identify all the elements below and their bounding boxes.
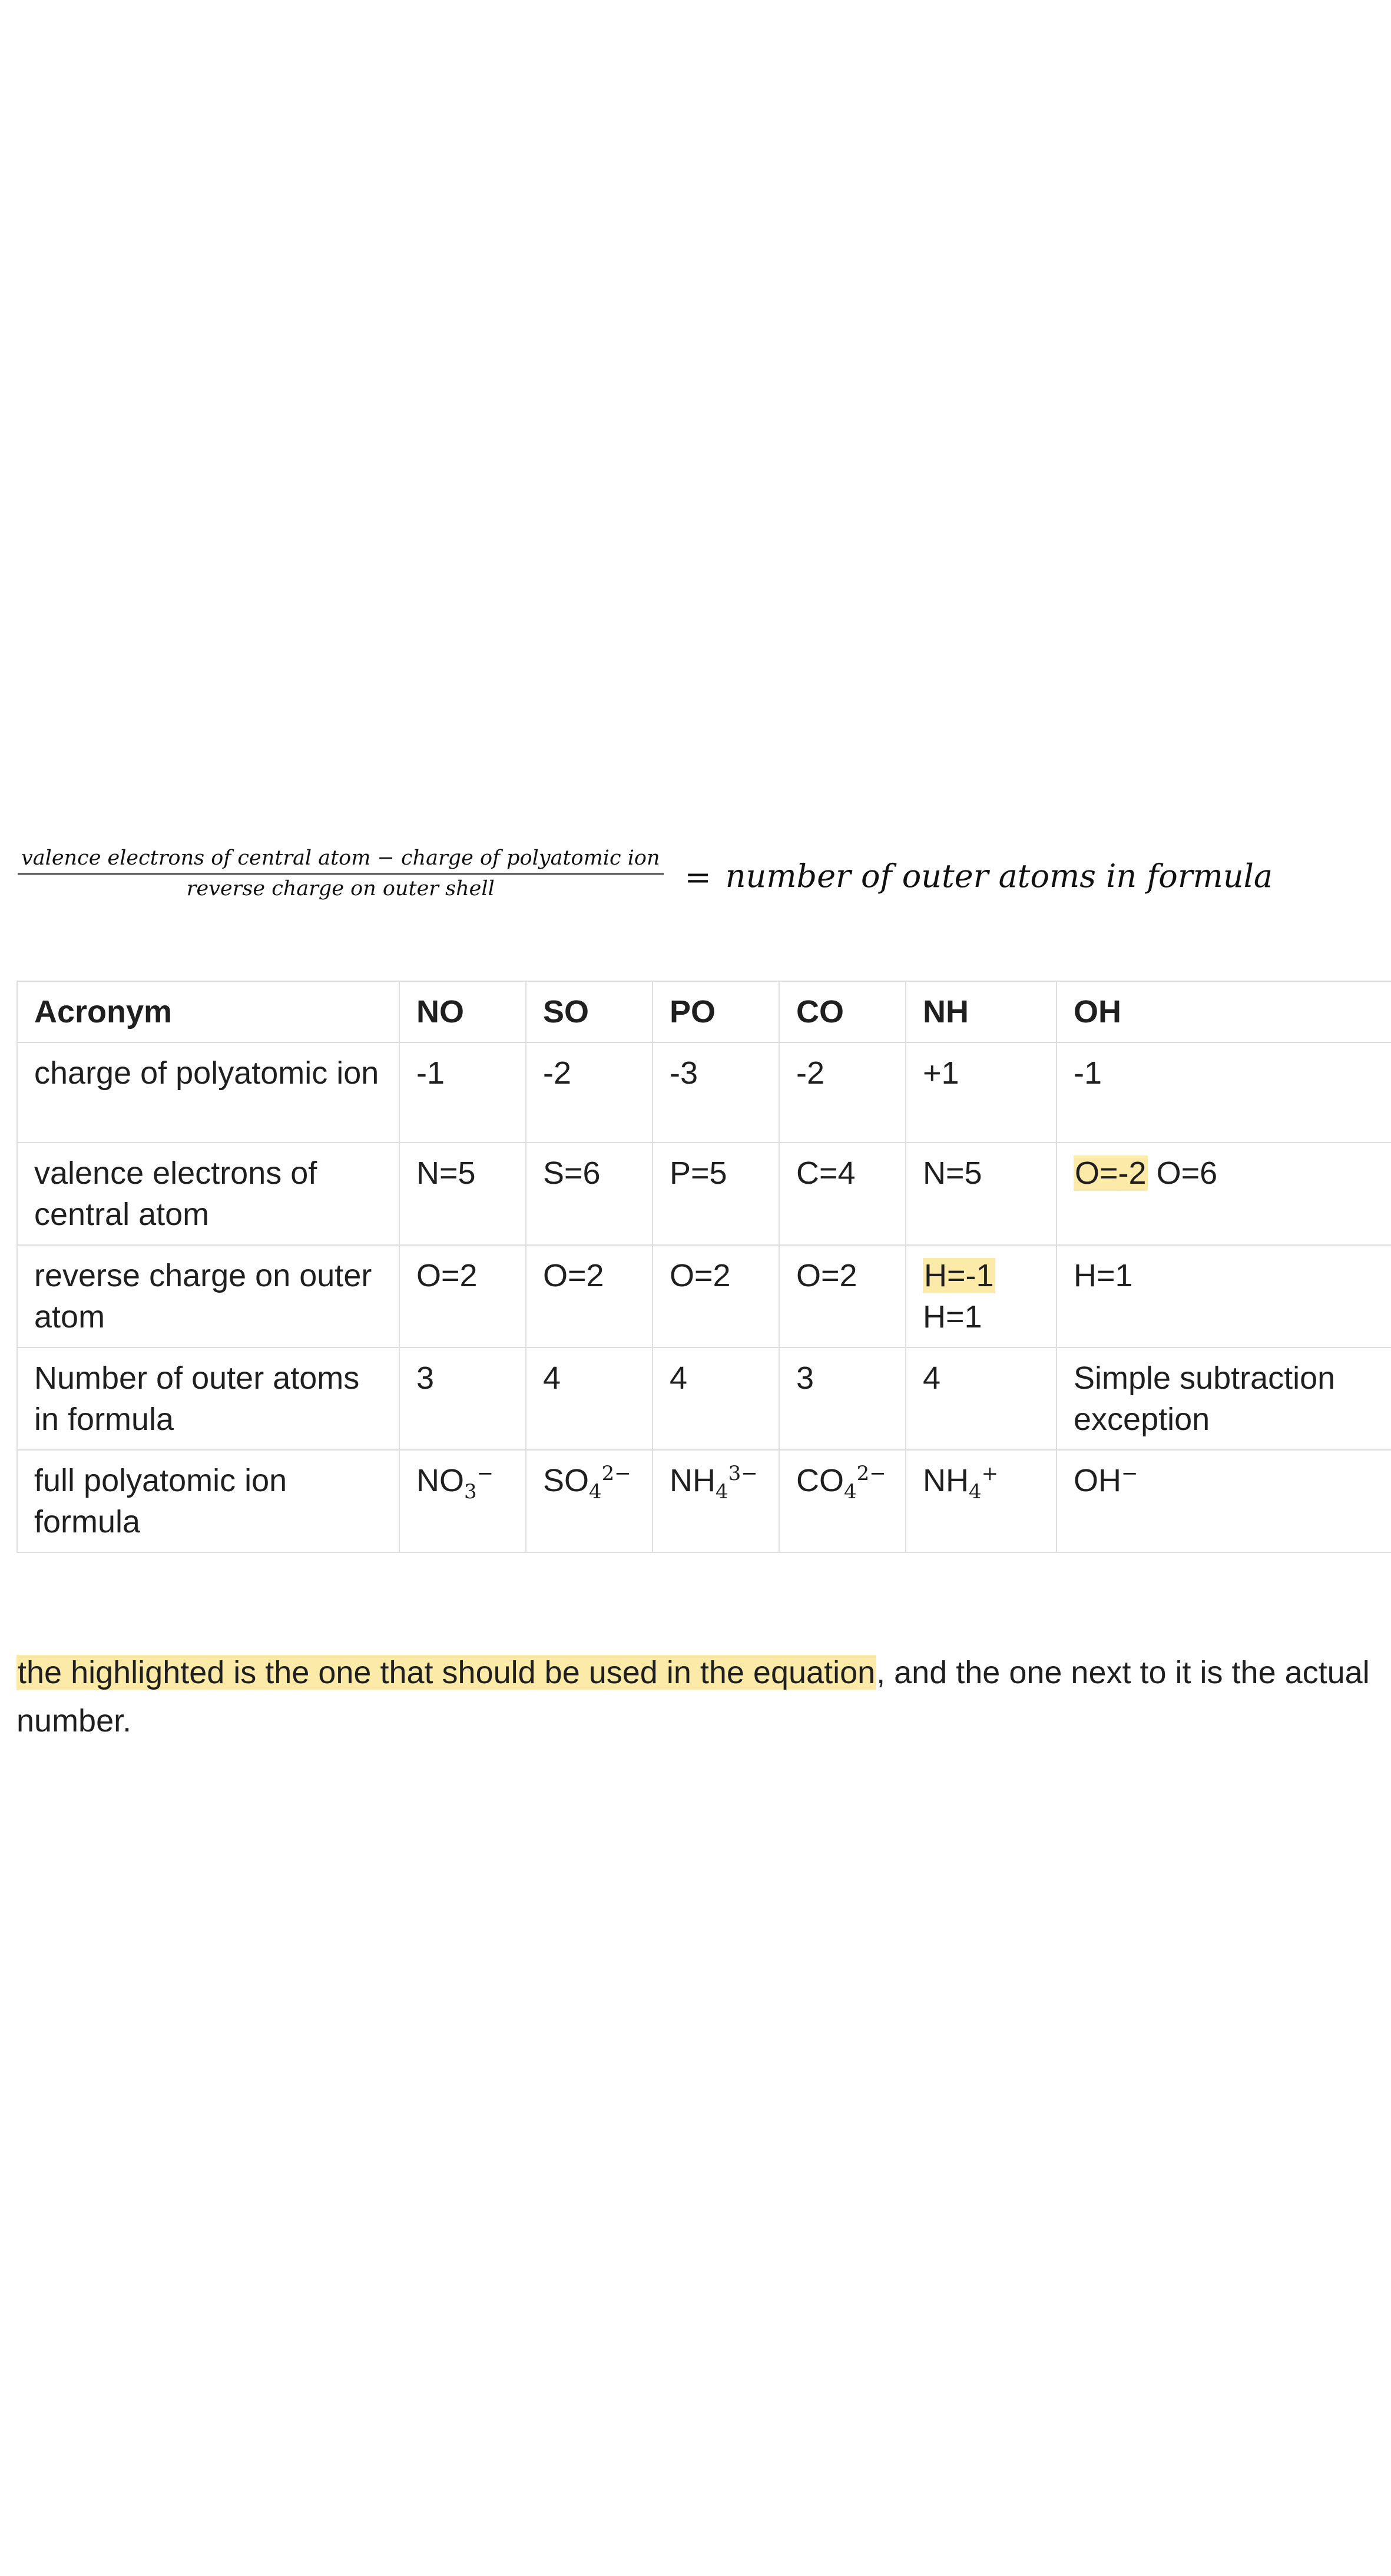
table-row: reverse charge on outer atom O=2 O=2 O=2… <box>16 1244 1391 1348</box>
equation-numerator: valence electrons of central atom − char… <box>21 846 660 870</box>
ion-formula: CO42− <box>796 1462 886 1502</box>
table-header-cell: OH <box>1056 981 1391 1043</box>
table-header-cell: CO <box>779 981 906 1043</box>
formula-subscript: 4 <box>844 1479 857 1504</box>
table-cell: 4 <box>652 1347 780 1451</box>
table-cell: SO42− <box>525 1449 653 1553</box>
ion-formula: SO42− <box>543 1462 631 1502</box>
actual-value: O=6 <box>1156 1155 1218 1191</box>
table-cell: CO42− <box>779 1449 906 1553</box>
ion-formula: OH− <box>1074 1463 1138 1498</box>
table-cell: P=5 <box>652 1142 780 1246</box>
highlighted-value: H=-1 <box>923 1258 995 1293</box>
row-label: full polyatomic ion formula <box>16 1449 400 1553</box>
table-cell: +1 <box>905 1042 1057 1143</box>
ion-formula: NO3− <box>416 1462 494 1502</box>
table-cell: NO3− <box>399 1449 526 1553</box>
table-cell: 3 <box>779 1347 906 1451</box>
table-cell: -1 <box>399 1042 526 1143</box>
formula-base: SO <box>543 1463 589 1498</box>
formula-superscript: + <box>981 1462 999 1485</box>
formula-subscript: 3 <box>464 1479 477 1504</box>
table-cell: O=2 <box>779 1244 906 1348</box>
table-cell: H=1 <box>1056 1244 1391 1348</box>
formula-base: NH <box>670 1463 716 1498</box>
equation-denominator: reverse charge on outer shell <box>186 877 495 900</box>
formula-subscript: 4 <box>716 1479 728 1504</box>
table-cell: N=5 <box>399 1142 526 1246</box>
formula-superscript: 2− <box>601 1462 631 1485</box>
formula-superscript: − <box>476 1462 494 1485</box>
table-header-cell: PO <box>652 981 780 1043</box>
formula-equation: valence electrons of central atom − char… <box>18 845 1273 902</box>
formula-base: NO <box>416 1463 464 1498</box>
actual-value: H=1 <box>923 1299 982 1335</box>
table-cell: O=2 <box>399 1244 526 1348</box>
note-text: , and the one next to it is the actual n… <box>16 1655 1370 1739</box>
table-cell: 4 <box>525 1347 653 1451</box>
table-row: Number of outer atoms in formula 3 4 4 3… <box>16 1347 1391 1451</box>
formula-base: NH <box>923 1463 969 1498</box>
table-header-cell: Acronym <box>16 981 400 1043</box>
table-cell: -1 <box>1056 1042 1391 1143</box>
table-cell: O=2 <box>525 1244 653 1348</box>
formula-superscript: 2− <box>856 1462 886 1485</box>
table-cell: H=-1 H=1 <box>905 1244 1057 1348</box>
row-label: charge of polyatomic ion <box>16 1042 400 1143</box>
equation-fraction: valence electrons of central atom − char… <box>18 845 664 902</box>
row-label: Number of outer atoms in formula <box>16 1347 400 1451</box>
formula-superscript: 3− <box>728 1462 758 1485</box>
formula-subscript: 4 <box>589 1479 602 1504</box>
table-row: full polyatomic ion formula NO3− SO42− N… <box>16 1449 1391 1553</box>
table-cell: NH4+ <box>905 1449 1057 1553</box>
table-cell: O=2 <box>652 1244 780 1348</box>
formula-subscript: 4 <box>969 1479 982 1504</box>
table-cell: 4 <box>905 1347 1057 1451</box>
highlighted-value: O=-2 <box>1074 1155 1148 1191</box>
table-cell: C=4 <box>779 1142 906 1246</box>
row-label: valence electrons of central atom <box>16 1142 400 1246</box>
row-label: reverse charge on outer atom <box>16 1244 400 1348</box>
table-cell: 3 <box>399 1347 526 1451</box>
table-cell: OH− <box>1056 1449 1391 1553</box>
table-cell: S=6 <box>525 1142 653 1246</box>
highlighted-note-text: the highlighted is the one that should b… <box>16 1655 877 1690</box>
ion-formula: NH4+ <box>923 1462 999 1502</box>
formula-base: OH <box>1074 1463 1121 1498</box>
table-cell: -2 <box>779 1042 906 1143</box>
table-cell: N=5 <box>905 1142 1057 1246</box>
table-cell: NH43− <box>652 1449 780 1553</box>
table-header-cell: SO <box>525 981 653 1043</box>
explanation-note: the highlighted is the one that should b… <box>16 1648 1371 1745</box>
table-row: charge of polyatomic ion -1 -2 -3 -2 +1 … <box>16 1042 1391 1143</box>
table-cell: -2 <box>525 1042 653 1143</box>
table-cell: -3 <box>652 1042 780 1143</box>
ion-table-container: Acronym NO SO PO CO NH OH charge of poly… <box>16 981 1391 1553</box>
table-cell: O=-2 O=6 <box>1056 1142 1391 1246</box>
fraction-bar <box>18 873 664 875</box>
equals-sign: = <box>684 858 711 896</box>
equation-result: number of outer atoms in formula <box>725 857 1273 895</box>
table-header-cell: NH <box>905 981 1057 1043</box>
table-row: valence electrons of central atom N=5 S=… <box>16 1142 1391 1246</box>
polyatomic-ion-table: Acronym NO SO PO CO NH OH charge of poly… <box>16 981 1391 1553</box>
formula-base: CO <box>796 1463 844 1498</box>
ion-formula: NH43− <box>670 1462 758 1502</box>
table-header-cell: NO <box>399 981 526 1043</box>
formula-superscript: − <box>1121 1462 1138 1485</box>
table-header-row: Acronym NO SO PO CO NH OH <box>16 981 1391 1043</box>
table-cell: Simple subtraction exception <box>1056 1347 1391 1451</box>
